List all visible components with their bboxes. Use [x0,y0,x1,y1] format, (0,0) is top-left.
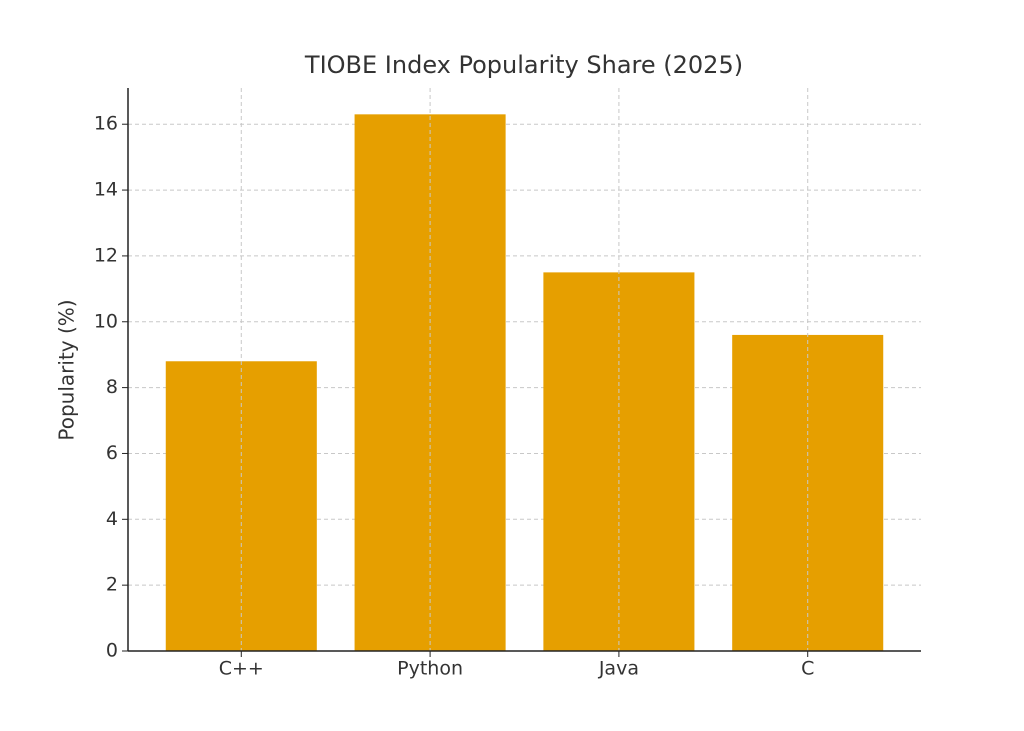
y-axis-label: Popularity (%) [55,299,79,440]
bar [732,334,884,651]
chart-title: TIOBE Index Popularity Share (2025) [304,51,743,79]
y-tick-label: 8 [106,376,118,398]
x-tick-label: Java [598,658,639,680]
y-tick-label: 12 [94,244,118,266]
y-tick-label: 4 [106,508,118,530]
x-tick-label: C++ [219,658,264,680]
y-tick-label: 14 [94,179,118,201]
y-tick-label: 0 [106,640,118,662]
y-tick-label: 16 [94,113,118,135]
y-tick-label: 6 [106,442,118,464]
y-tick-label: 2 [106,574,118,596]
y-tick-label: 10 [94,310,118,332]
x-tick-label: Python [397,658,463,680]
x-tick-label: C [801,658,814,680]
